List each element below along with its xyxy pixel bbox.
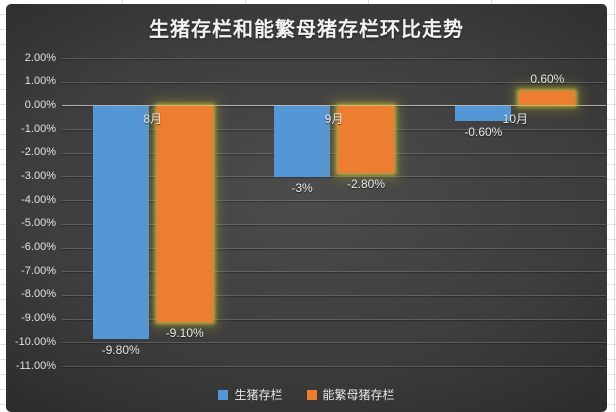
zero-axis-line — [62, 105, 606, 107]
gridline — [62, 247, 606, 249]
y-axis-tick-label: -7.00% — [21, 264, 56, 277]
gridline — [62, 318, 606, 320]
gridline — [62, 342, 606, 344]
y-axis-tick-label: -11.00% — [15, 359, 56, 372]
category-label-9月: 9月 — [324, 112, 344, 127]
legend-swatch-icon — [306, 389, 317, 400]
data-label: -9.10% — [165, 325, 204, 340]
y-axis-tick-label: -9.00% — [21, 312, 56, 325]
legend-label: 生猪存栏 — [234, 388, 283, 402]
y-axis-tick-label: -1.00% — [21, 122, 56, 135]
bar-能繁母猪存栏-9月[interactable] — [338, 106, 394, 173]
plot-area: -9.80% -9.10% 8月 -3% -2.80% 9月 -0.60% 0.60% 10月 — [62, 58, 606, 367]
bar-生猪存栏-10月[interactable] — [455, 106, 512, 121]
gridline — [62, 152, 606, 154]
y-axis-tick-label: -4.00% — [21, 193, 56, 206]
y-axis-tick-label: -6.00% — [21, 241, 56, 254]
y-axis-tick-label: -5.00% — [21, 217, 56, 230]
legend-swatch-icon — [218, 389, 229, 400]
data-label: -2.80% — [346, 176, 386, 191]
y-axis-tick-label: -10.00% — [15, 335, 56, 348]
gridline — [62, 366, 606, 367]
chart: 生猪存栏和能繁母猪存栏环比走势 2.00% 1.00% 0.00% -1.00% -2.… — [6, 4, 607, 412]
gridline — [62, 223, 606, 225]
gridline — [62, 81, 606, 83]
data-label: 0.60% — [530, 72, 565, 87]
gridline — [62, 58, 606, 59]
y-axis-tick-label: 2.00% — [24, 51, 56, 64]
bar-能繁母猪存栏-8月[interactable] — [156, 106, 213, 322]
y-axis-tick-label: -2.00% — [21, 146, 56, 159]
y-axis-tick-label: -8.00% — [21, 288, 56, 301]
y-axis-tick-label: 0.00% — [24, 98, 56, 111]
bar-生猪存栏-9月[interactable] — [274, 106, 330, 178]
gridline — [62, 271, 606, 273]
bar-生猪存栏-8月[interactable] — [92, 106, 149, 339]
legend-item-能繁母猪存栏[interactable]: 能繁母猪存栏 — [306, 386, 395, 403]
bar-能繁母猪存栏-10月[interactable] — [519, 91, 576, 106]
data-label: -9.80% — [101, 342, 140, 357]
category-label-8月: 8月 — [143, 112, 162, 127]
data-label: -0.60% — [464, 124, 503, 139]
gridline — [62, 294, 606, 296]
y-axis-tick-label: -3.00% — [21, 169, 56, 182]
y-axis-tick-label: 1.00% — [24, 75, 56, 88]
gridline — [62, 200, 606, 202]
legend-item-生猪存栏[interactable]: 生猪存栏 — [218, 386, 283, 403]
legend-label: 能繁母猪存栏 — [322, 388, 395, 402]
category-label-10月: 10月 — [502, 112, 528, 127]
chart-title[interactable]: 生猪存栏和能繁母猪存栏环比走势 — [149, 19, 464, 41]
gridline — [62, 129, 606, 131]
legend: 生猪存栏 能繁母猪存栏 — [6, 386, 607, 403]
gridline — [62, 176, 606, 178]
data-label: -3% — [291, 181, 313, 196]
